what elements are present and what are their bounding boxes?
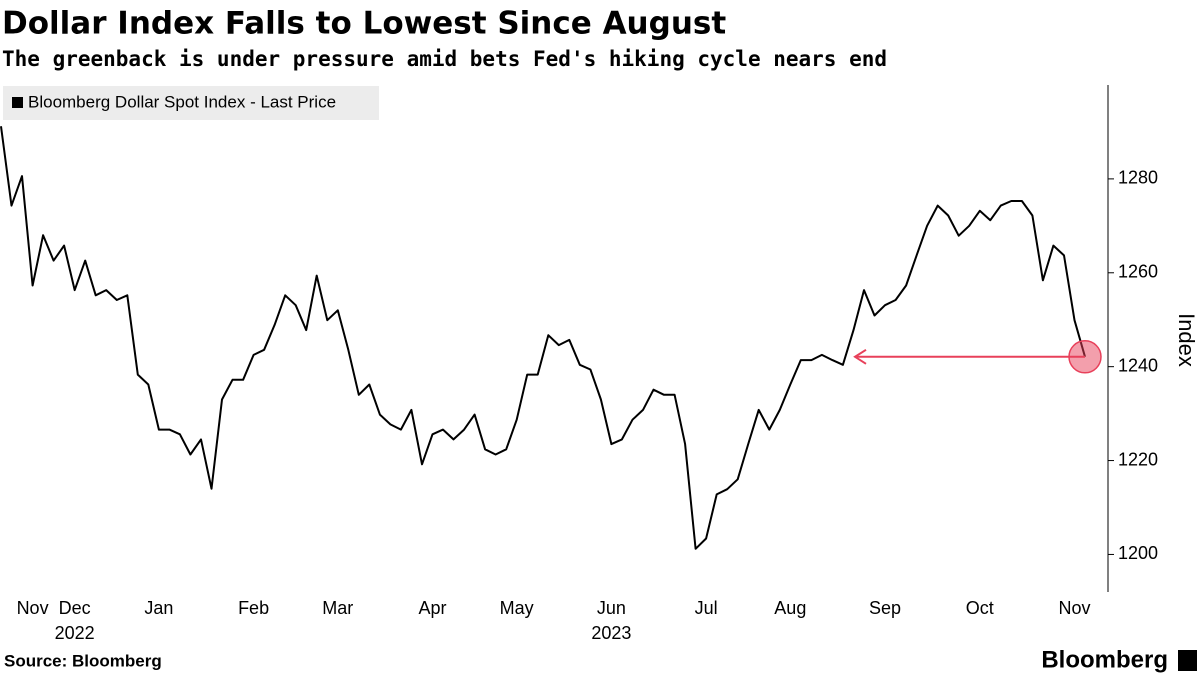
annotation-arrowhead bbox=[853, 348, 867, 365]
y-tick-label: 1280 bbox=[1118, 168, 1158, 188]
chart-subtitle: The greenback is under pressure amid bet… bbox=[2, 47, 887, 71]
y-axis-label: Index bbox=[1174, 313, 1199, 367]
x-tick-label: Apr bbox=[418, 598, 446, 618]
x-tick-label: Aug bbox=[774, 598, 806, 618]
legend-swatch bbox=[12, 97, 23, 108]
brand-icon bbox=[1178, 650, 1197, 671]
x-tick-label: Nov bbox=[17, 598, 49, 618]
x-tick-label: Jan bbox=[144, 598, 173, 618]
x-tick-label: Nov bbox=[1058, 598, 1090, 618]
x-tick-label: Mar bbox=[322, 598, 353, 618]
x-tick-label: Dec bbox=[59, 598, 91, 618]
y-tick-label: 1220 bbox=[1118, 449, 1158, 469]
data-line bbox=[0, 126, 1086, 550]
x-year-label: 2023 bbox=[591, 623, 631, 643]
y-tick-label: 1200 bbox=[1118, 543, 1158, 563]
y-tick-label: 1260 bbox=[1118, 262, 1158, 282]
brand: Bloomberg bbox=[1041, 646, 1168, 673]
legend-label: Bloomberg Dollar Spot Index - Last Price bbox=[28, 92, 336, 111]
x-tick-label: Oct bbox=[966, 598, 994, 618]
x-tick-label: Sep bbox=[869, 598, 901, 618]
x-tick-label: Jun bbox=[597, 598, 626, 618]
x-tick-label: Feb bbox=[238, 598, 269, 618]
legend-box bbox=[3, 86, 379, 120]
source: Source: Bloomberg bbox=[4, 651, 162, 670]
x-year-label: 2022 bbox=[55, 623, 95, 643]
chart-title: Dollar Index Falls to Lowest Since Augus… bbox=[2, 6, 726, 42]
y-tick-label: 1240 bbox=[1118, 355, 1158, 375]
x-tick-label: May bbox=[500, 598, 534, 618]
x-tick-label: Jul bbox=[695, 598, 718, 618]
